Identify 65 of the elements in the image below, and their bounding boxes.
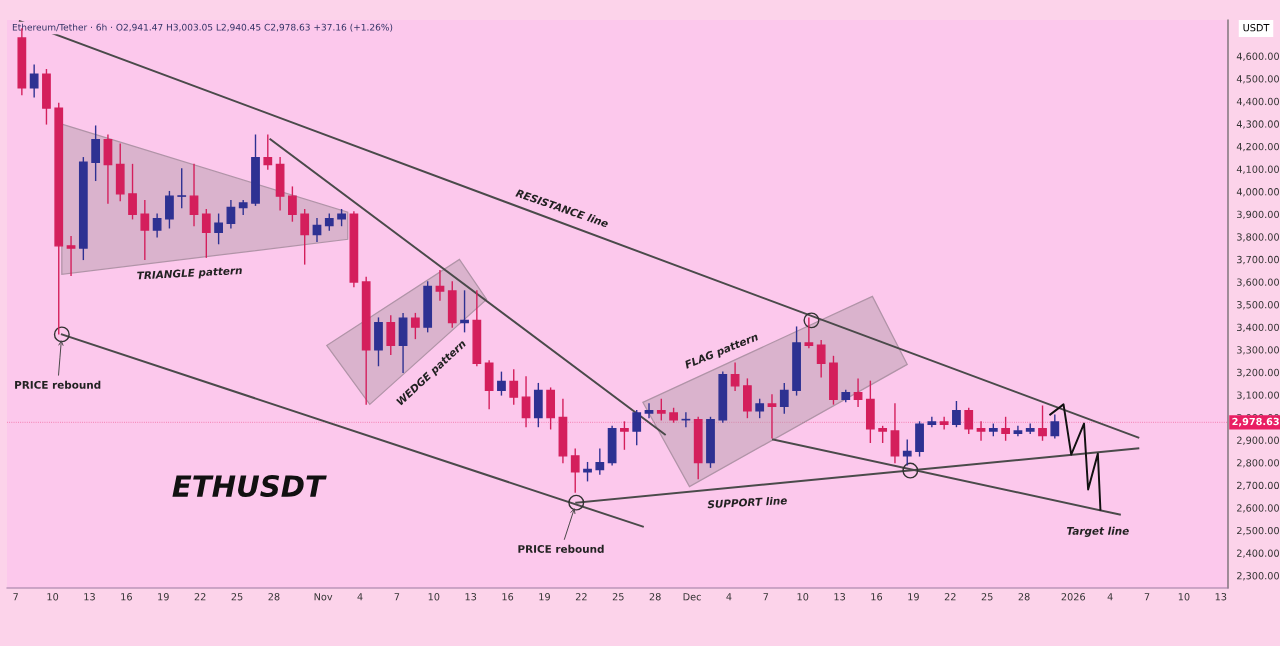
y-tick-label: 3,300.00 xyxy=(1237,346,1279,355)
x-tick-label: 13 xyxy=(465,593,477,601)
y-tick-label: 3,100.00 xyxy=(1237,391,1279,400)
x-tick-label: 13 xyxy=(834,593,846,601)
x-tick-label: 22 xyxy=(575,593,587,601)
x-tick-label: 28 xyxy=(1018,593,1030,601)
y-tick-label: 4,200.00 xyxy=(1236,142,1279,152)
y-tick-label: 3,800.00 xyxy=(1237,233,1279,242)
y-tick-label: 4,500.00 xyxy=(1236,75,1279,84)
x-tick-label: 7 xyxy=(763,593,769,601)
y-tick-label: 2,900.00 xyxy=(1237,436,1279,445)
x-tick-label: 10 xyxy=(428,593,440,601)
x-tick-label: 7 xyxy=(13,593,18,601)
x-tick-label: 4 xyxy=(726,593,732,601)
x-tick-label: 13 xyxy=(1215,593,1227,601)
y-tick-label: 4,100.00 xyxy=(1236,165,1279,174)
x-tick-label: 10 xyxy=(797,593,809,601)
x-tick-label: 22 xyxy=(194,593,206,601)
y-tick-label: 2,800.00 xyxy=(1237,459,1279,468)
x-tick-label: 16 xyxy=(871,593,883,601)
x-tick-label: 10 xyxy=(1178,593,1190,601)
y-tick-label: 2,700.00 xyxy=(1237,481,1279,491)
x-tick-label: 25 xyxy=(981,593,993,601)
y-tick-label: 3,900.00 xyxy=(1237,210,1279,220)
y-axis-title: USDT xyxy=(1243,23,1270,32)
annotation: TRIANGLE pattern xyxy=(137,266,243,282)
y-tick-label: 3,400.00 xyxy=(1237,323,1279,332)
x-tick-label: 19 xyxy=(539,593,550,601)
x-tick-label: Dec xyxy=(683,593,701,601)
x-tick-label: 16 xyxy=(121,593,132,601)
y-tick-label: 2,500.00 xyxy=(1237,526,1279,536)
x-tick-label: 10 xyxy=(47,593,59,601)
x-tick-label: 4 xyxy=(1107,593,1113,601)
x-tick-label: 4 xyxy=(357,593,363,601)
x-tick-label: 2026 xyxy=(1061,593,1086,601)
x-tick-label: 19 xyxy=(158,593,169,601)
annotation: PRICE rebound xyxy=(518,544,604,553)
ref-line-label: 2,978.63 xyxy=(1232,417,1279,427)
y-tick-label: 4,300.00 xyxy=(1236,120,1279,129)
annotation: Ethereum/Tether · 6h · O2,941.47 H3,003.05 L2,940.45 C2,978.63 +37.16 (+1.26%) xyxy=(12,23,393,32)
y-tick-label: 4,000.00 xyxy=(1236,188,1279,197)
x-tick-label: 19 xyxy=(908,593,919,601)
x-tick-label: 16 xyxy=(502,593,514,601)
annotation: SUPPORT line xyxy=(707,496,788,509)
x-tick-label: 28 xyxy=(649,593,661,601)
y-tick-label: 4,400.00 xyxy=(1236,97,1279,107)
x-tick-label: 25 xyxy=(612,593,624,601)
x-tick-label: 7 xyxy=(394,593,400,601)
x-tick-label: 7 xyxy=(1144,593,1150,601)
y-tick-label: 3,200.00 xyxy=(1237,368,1279,378)
y-tick-label: 3,600.00 xyxy=(1237,278,1279,287)
y-tick-label: 3,700.00 xyxy=(1237,255,1279,265)
annotation: PRICE rebound xyxy=(15,380,101,389)
x-tick-label: Nov xyxy=(314,593,333,601)
x-tick-label: 28 xyxy=(268,593,280,601)
y-tick-label: 4,600.00 xyxy=(1236,52,1279,61)
y-tick-label: 2,400.00 xyxy=(1237,549,1279,558)
x-tick-label: 22 xyxy=(944,593,956,601)
y-tick-label: 3,500.00 xyxy=(1237,301,1279,310)
y-tick-label: 2,300.00 xyxy=(1237,572,1279,581)
annotation: Target line xyxy=(1066,526,1129,537)
annotation: ETHUSDT xyxy=(172,475,327,498)
x-tick-label: 13 xyxy=(84,593,95,601)
x-tick-label: 25 xyxy=(231,593,243,601)
y-tick-label: 2,600.00 xyxy=(1237,504,1279,513)
